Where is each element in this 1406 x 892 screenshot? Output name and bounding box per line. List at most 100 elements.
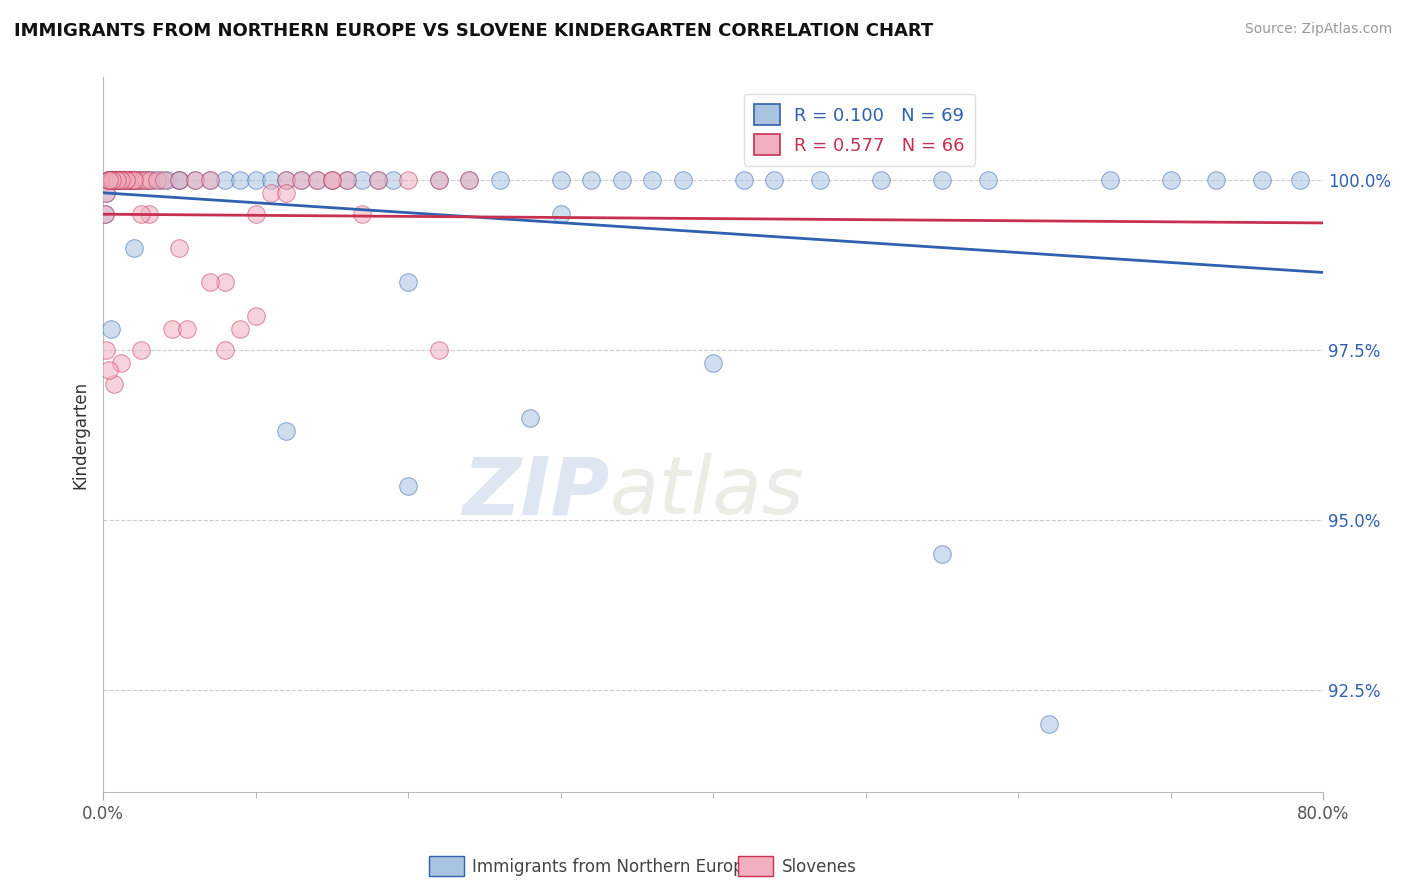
Point <box>135 172 157 186</box>
Point <box>808 172 831 186</box>
Y-axis label: Kindergarten: Kindergarten <box>72 381 89 489</box>
Point <box>107 172 129 186</box>
Text: IMMIGRANTS FROM NORTHERN EUROPE VS SLOVENE KINDERGARTEN CORRELATION CHART: IMMIGRANTS FROM NORTHERN EUROPE VS SLOVE… <box>14 22 934 40</box>
Point <box>367 172 389 186</box>
Point <box>352 172 374 186</box>
Point <box>183 172 205 186</box>
Point <box>519 410 541 425</box>
Point <box>121 172 143 186</box>
Point <box>427 343 450 357</box>
Point <box>381 172 404 186</box>
Point <box>305 172 328 186</box>
Point <box>579 172 602 186</box>
Point <box>276 186 298 201</box>
Point <box>321 172 343 186</box>
Point <box>101 172 124 186</box>
Point <box>1205 172 1227 186</box>
Point <box>96 186 118 201</box>
Point <box>124 172 146 186</box>
Point <box>105 172 128 186</box>
Point <box>101 172 124 186</box>
Point <box>245 172 267 186</box>
Point <box>176 322 198 336</box>
Point <box>122 172 145 186</box>
Point <box>103 172 125 186</box>
Point <box>122 241 145 255</box>
Point <box>128 172 150 186</box>
Point <box>100 172 122 186</box>
Point <box>610 172 633 186</box>
Point <box>142 172 165 186</box>
Point <box>132 172 155 186</box>
Text: Source: ZipAtlas.com: Source: ZipAtlas.com <box>1244 22 1392 37</box>
Point <box>98 172 121 186</box>
Point <box>100 322 122 336</box>
Point <box>290 172 312 186</box>
Text: Immigrants from Northern Europe: Immigrants from Northern Europe <box>472 858 754 876</box>
Point <box>138 206 160 220</box>
Point <box>156 172 179 186</box>
Point <box>145 172 167 186</box>
Point <box>108 172 131 186</box>
Point <box>458 172 481 186</box>
Point <box>229 322 252 336</box>
Point <box>160 322 183 336</box>
Point <box>122 172 145 186</box>
Point <box>641 172 664 186</box>
Point <box>169 172 191 186</box>
Point <box>103 172 125 186</box>
Point <box>276 172 298 186</box>
Point <box>276 425 298 439</box>
Point <box>336 172 359 186</box>
Point <box>117 172 139 186</box>
Point <box>138 172 160 186</box>
Point <box>110 172 132 186</box>
Point <box>305 172 328 186</box>
Point <box>114 172 136 186</box>
Point <box>129 343 152 357</box>
Point <box>105 172 128 186</box>
Point <box>245 309 267 323</box>
Point <box>352 206 374 220</box>
Point <box>98 363 121 377</box>
Point <box>367 172 389 186</box>
Point <box>115 172 138 186</box>
Point <box>931 172 953 186</box>
Point <box>183 172 205 186</box>
Point <box>396 275 419 289</box>
Point <box>763 172 786 186</box>
Point <box>93 206 115 220</box>
Point <box>98 172 121 186</box>
Point <box>458 172 481 186</box>
Legend: R = 0.100   N = 69, R = 0.577   N = 66: R = 0.100 N = 69, R = 0.577 N = 66 <box>744 94 976 166</box>
Point <box>121 172 143 186</box>
Point <box>110 172 132 186</box>
Point <box>321 172 343 186</box>
Point <box>870 172 893 186</box>
Point <box>550 206 572 220</box>
Text: ZIP: ZIP <box>463 453 609 531</box>
Point <box>153 172 176 186</box>
Point <box>214 172 236 186</box>
Point <box>120 172 142 186</box>
Point <box>118 172 141 186</box>
Point <box>198 172 221 186</box>
Point <box>101 172 124 186</box>
Point <box>214 275 236 289</box>
Point <box>104 172 127 186</box>
Point <box>1289 172 1312 186</box>
Point <box>1251 172 1274 186</box>
Point <box>1038 717 1060 731</box>
Point <box>100 172 122 186</box>
Point <box>105 172 128 186</box>
Point <box>125 172 148 186</box>
Point <box>214 343 236 357</box>
Point <box>110 172 132 186</box>
Point <box>245 206 267 220</box>
Point <box>110 356 132 370</box>
Point <box>336 172 359 186</box>
Point <box>488 172 510 186</box>
Point <box>427 172 450 186</box>
Point <box>976 172 998 186</box>
Point <box>97 172 120 186</box>
